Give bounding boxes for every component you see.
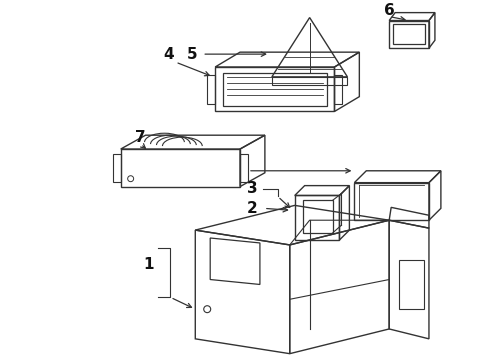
Text: 1: 1 xyxy=(143,257,154,272)
Text: 4: 4 xyxy=(163,47,174,62)
Text: 5: 5 xyxy=(187,47,197,62)
Text: 7: 7 xyxy=(135,130,146,145)
Text: 3: 3 xyxy=(246,181,257,196)
Text: 6: 6 xyxy=(384,3,394,18)
Text: 2: 2 xyxy=(246,201,257,216)
